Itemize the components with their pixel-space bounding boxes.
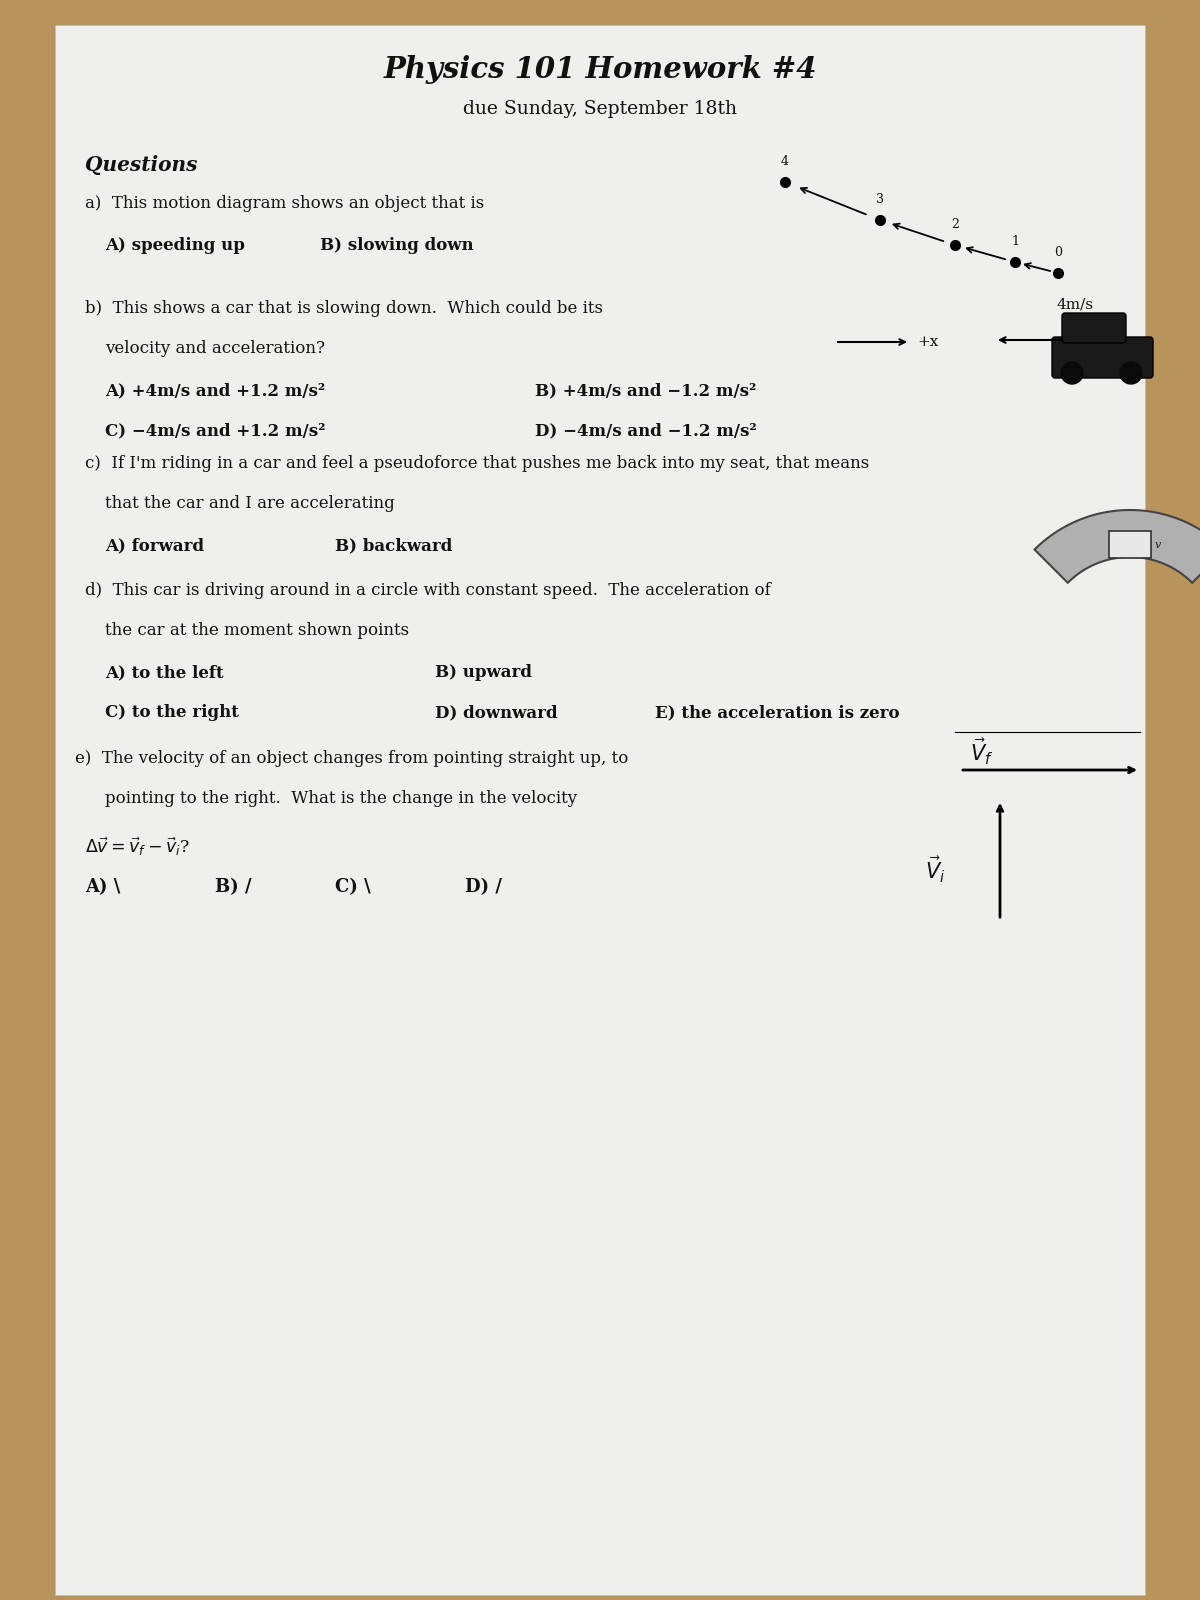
- Text: C) \: C) \: [335, 878, 371, 896]
- Circle shape: [1120, 362, 1142, 384]
- Text: b)  This shows a car that is slowing down.  Which could be its: b) This shows a car that is slowing down…: [85, 301, 604, 317]
- Text: velocity and acceleration?: velocity and acceleration?: [106, 341, 325, 357]
- Text: pointing to the right.  What is the change in the velocity: pointing to the right. What is the chang…: [106, 790, 577, 806]
- Text: e)  The velocity of an object changes from pointing straight up, to: e) The velocity of an object changes fro…: [74, 750, 629, 766]
- Text: c)  If I'm riding in a car and feel a pseudoforce that pushes me back into my se: c) If I'm riding in a car and feel a pse…: [85, 454, 869, 472]
- Text: the car at the moment shown points: the car at the moment shown points: [106, 622, 409, 638]
- Text: A) speeding up: A) speeding up: [106, 237, 245, 254]
- Text: B) upward: B) upward: [434, 664, 532, 682]
- Text: $\Delta\vec{v} = \vec{v}_f - \vec{v}_i$?: $\Delta\vec{v} = \vec{v}_f - \vec{v}_i$?: [85, 835, 190, 858]
- Text: B) +4m/s and −1.2 m/s²: B) +4m/s and −1.2 m/s²: [535, 382, 756, 398]
- Text: C) to the right: C) to the right: [106, 704, 239, 722]
- Text: Questions: Questions: [85, 155, 198, 174]
- Text: B) slowing down: B) slowing down: [320, 237, 474, 254]
- Text: E) the acceleration is zero: E) the acceleration is zero: [655, 704, 900, 722]
- Text: 2: 2: [952, 218, 959, 230]
- Text: A) \: A) \: [85, 878, 120, 896]
- Text: v: v: [1154, 541, 1162, 550]
- Text: $\vec{V}_f$: $\vec{V}_f$: [970, 736, 994, 768]
- Text: 3: 3: [876, 194, 884, 206]
- Text: C) −4m/s and +1.2 m/s²: C) −4m/s and +1.2 m/s²: [106, 422, 325, 438]
- FancyBboxPatch shape: [1109, 531, 1151, 558]
- Text: a)  This motion diagram shows an object that is: a) This motion diagram shows an object t…: [85, 195, 485, 211]
- Text: Physics 101 Homework #4: Physics 101 Homework #4: [383, 54, 817, 83]
- Text: D) downward: D) downward: [434, 704, 558, 722]
- Text: B) backward: B) backward: [335, 538, 452, 554]
- Circle shape: [1061, 362, 1084, 384]
- FancyBboxPatch shape: [55, 26, 1145, 1595]
- Text: B) /: B) /: [215, 878, 252, 896]
- Text: D) −4m/s and −1.2 m/s²: D) −4m/s and −1.2 m/s²: [535, 422, 757, 438]
- Text: 0: 0: [1054, 246, 1062, 259]
- Text: A) to the left: A) to the left: [106, 664, 223, 682]
- Text: 4m/s: 4m/s: [1056, 298, 1093, 312]
- Text: that the car and I are accelerating: that the car and I are accelerating: [106, 494, 395, 512]
- Text: A) forward: A) forward: [106, 538, 204, 554]
- Text: 4: 4: [781, 155, 790, 168]
- Text: due Sunday, September 18th: due Sunday, September 18th: [463, 99, 737, 118]
- Text: d)  This car is driving around in a circle with constant speed.  The acceleratio: d) This car is driving around in a circl…: [85, 582, 770, 598]
- FancyBboxPatch shape: [1062, 314, 1126, 342]
- FancyBboxPatch shape: [1052, 338, 1153, 378]
- Text: A) +4m/s and +1.2 m/s²: A) +4m/s and +1.2 m/s²: [106, 382, 325, 398]
- Text: $\vec{V}_i$: $\vec{V}_i$: [924, 854, 946, 885]
- Text: D) /: D) /: [466, 878, 502, 896]
- Text: +x: +x: [917, 334, 938, 349]
- Polygon shape: [1034, 510, 1200, 582]
- Text: 1: 1: [1010, 235, 1019, 248]
